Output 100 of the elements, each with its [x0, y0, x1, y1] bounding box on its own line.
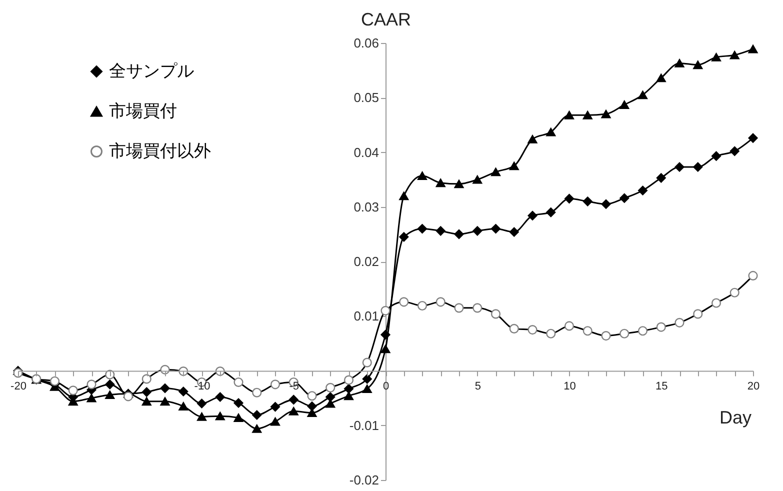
- point: [380, 330, 390, 340]
- point: [196, 412, 207, 421]
- point: [142, 387, 152, 397]
- point: [215, 412, 225, 420]
- point: [582, 196, 592, 206]
- point: [307, 391, 317, 401]
- point: [638, 186, 648, 196]
- point: [656, 74, 666, 82]
- point: [693, 162, 703, 172]
- point: [509, 162, 519, 170]
- point: [638, 90, 648, 100]
- point: [454, 303, 464, 313]
- point: [380, 344, 390, 354]
- point: [730, 288, 740, 298]
- point: [288, 394, 298, 404]
- point: [123, 392, 134, 402]
- point: [582, 326, 592, 336]
- legend-label: 市場買付以外: [109, 142, 211, 160]
- point: [601, 199, 611, 209]
- y-tick-label: 0.02: [354, 254, 379, 269]
- point: [748, 270, 758, 280]
- point: [620, 193, 630, 203]
- point: [288, 406, 298, 416]
- y-tick-label: -0.01: [349, 418, 379, 433]
- point: [270, 417, 280, 426]
- point: [362, 384, 372, 393]
- point: [344, 375, 354, 385]
- point: [417, 224, 428, 234]
- point: [620, 328, 630, 338]
- x-tick-label: -10: [194, 380, 210, 392]
- x-tick-label: 15: [656, 380, 668, 392]
- point: [399, 192, 409, 200]
- point: [234, 414, 244, 422]
- point: [142, 374, 152, 384]
- point: [730, 50, 740, 60]
- point: [436, 178, 446, 188]
- point: [234, 398, 244, 408]
- point: [693, 60, 703, 70]
- point: [417, 172, 428, 180]
- point: [490, 309, 501, 319]
- point: [454, 180, 464, 188]
- point: [601, 110, 611, 118]
- y-tick-label: -0.02: [349, 472, 379, 488]
- point: [142, 397, 152, 406]
- point: [196, 398, 207, 408]
- point: [490, 168, 501, 176]
- point: [472, 303, 482, 313]
- legend-label: 全サンプル: [109, 62, 194, 80]
- point: [472, 226, 482, 236]
- point: [528, 134, 538, 144]
- point: [711, 52, 722, 62]
- point: [546, 328, 556, 338]
- point: [178, 402, 188, 410]
- point: [160, 383, 170, 394]
- point: [711, 151, 722, 161]
- point: [582, 110, 592, 120]
- point: [454, 229, 464, 239]
- point: [399, 297, 409, 307]
- x-tick-label: 10: [564, 380, 576, 392]
- point: [252, 410, 262, 420]
- point: [490, 224, 501, 234]
- point: [105, 390, 115, 400]
- y-tick-label: 0.05: [354, 90, 379, 106]
- point: [307, 408, 317, 418]
- point: [50, 376, 60, 386]
- point: [546, 208, 556, 218]
- point: [693, 309, 703, 319]
- point: [326, 399, 336, 408]
- point: [674, 162, 684, 172]
- point: [270, 380, 280, 390]
- point: [601, 331, 611, 341]
- legend-label: 市場買付: [109, 102, 177, 120]
- point: [674, 58, 684, 68]
- x-tick-label: 5: [474, 380, 481, 392]
- point: [620, 100, 630, 109]
- point: [326, 382, 336, 392]
- point: [344, 392, 354, 400]
- x-tick-label: 0: [382, 380, 390, 392]
- point: [674, 318, 684, 328]
- y-axis-title: CAAR: [360, 10, 412, 30]
- point: [436, 297, 446, 307]
- point: [178, 386, 188, 396]
- point: [362, 374, 372, 384]
- x-tick-label: 20: [747, 380, 760, 392]
- point: [270, 402, 280, 412]
- point: [472, 175, 482, 184]
- point: [68, 386, 78, 396]
- point: [105, 380, 115, 390]
- point: [748, 44, 758, 54]
- point: [86, 380, 96, 390]
- point: [417, 300, 428, 311]
- point: [436, 226, 446, 236]
- point: [86, 394, 96, 402]
- point: [528, 210, 538, 220]
- point: [326, 392, 336, 402]
- point: [656, 322, 666, 332]
- point: [656, 173, 666, 183]
- point: [546, 128, 556, 136]
- point: [252, 424, 262, 433]
- y-tick-label: 0.01: [354, 308, 379, 324]
